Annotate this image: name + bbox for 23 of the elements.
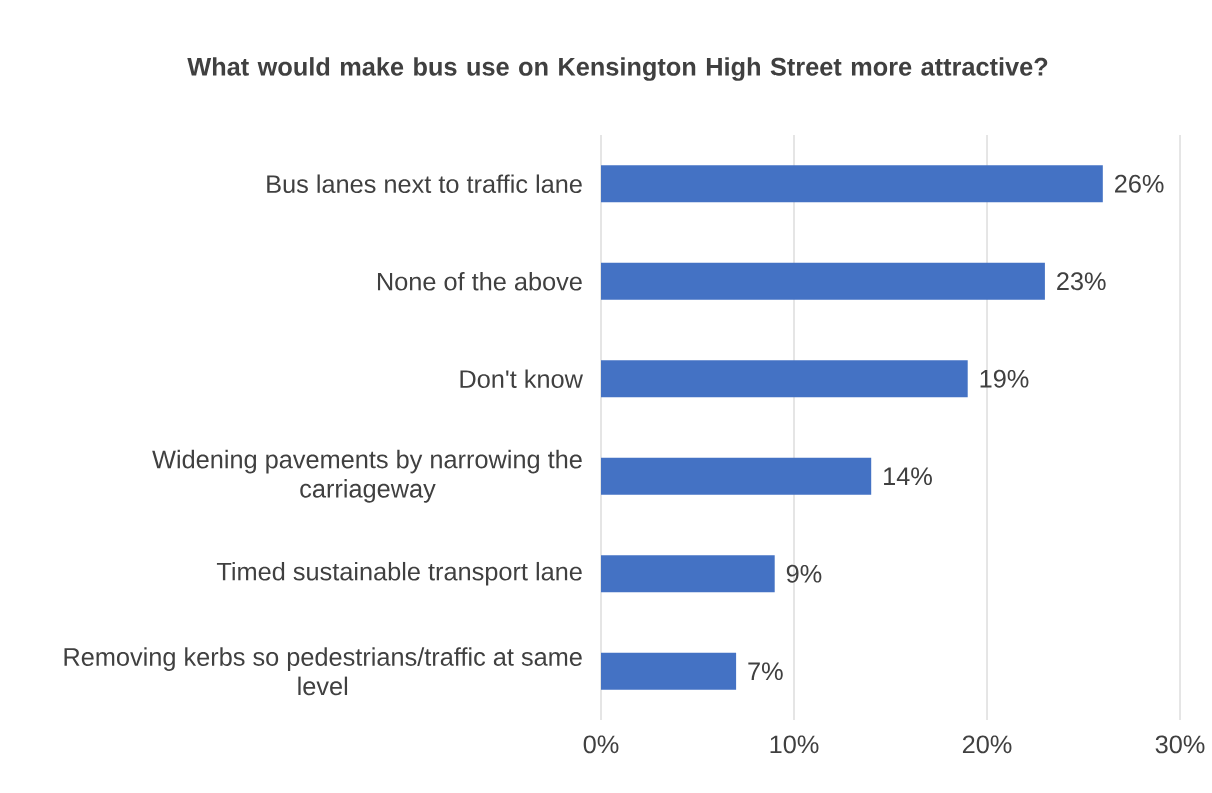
data-label: 23% [1057, 272, 1106, 291]
bar [601, 555, 775, 593]
y-tick-label: Don't know [460, 369, 583, 389]
y-tick-label: Removing kerbs so pedestrians/traffic at same level [64, 647, 582, 696]
x-tick-label: 20% [962, 735, 1012, 754]
bar [601, 360, 968, 398]
bar [601, 457, 872, 495]
x-tick-label: 30% [1155, 735, 1205, 754]
bar [601, 262, 1045, 300]
bar [601, 652, 737, 690]
x-tick-label: 10% [770, 735, 819, 754]
y-tick-label: Widening pavements by narrowing the carriageway [152, 449, 582, 503]
chart-title: What would make bus use on Kensington High Street more attractive? [187, 57, 1048, 81]
x-tick-label: 0% [583, 735, 619, 754]
y-tick-label: Timed sustainable transport lane [216, 561, 582, 586]
y-tick-label: Bus lanes next to traffic lane [267, 174, 582, 194]
data-label: 7% [748, 662, 783, 681]
data-label: 14% [884, 467, 932, 486]
data-label: 26% [1115, 174, 1164, 193]
data-label: 9% [786, 564, 822, 583]
y-tick-label: None of the above [377, 271, 582, 291]
data-label: 19% [980, 369, 1029, 388]
bar [601, 165, 1103, 203]
